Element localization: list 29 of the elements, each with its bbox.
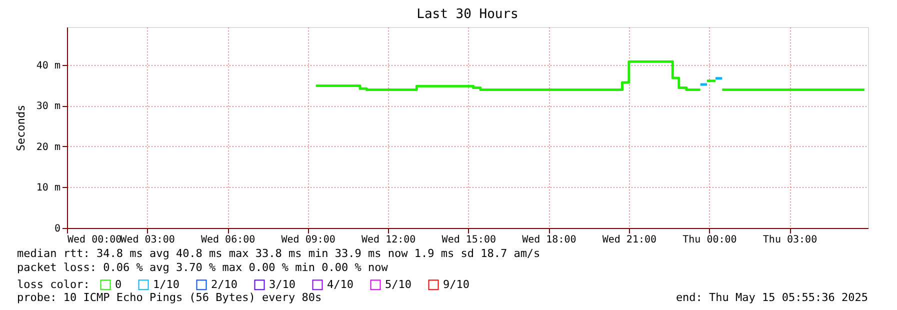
legend-label: 1/10	[153, 278, 180, 291]
y-tick-label: 40 m	[36, 60, 60, 72]
legend-title: loss color:	[17, 278, 90, 291]
legend-label: 3/10	[269, 278, 296, 291]
x-tick-label: Thu 00:00	[682, 234, 737, 246]
chart-title: Last 30 Hours	[416, 7, 518, 22]
legend-label: 2/10	[211, 278, 238, 291]
x-tick-label: Thu 03:00	[762, 234, 818, 246]
x-tick-label: Wed 12:00	[362, 234, 416, 246]
x-tick-label: Wed 06:00	[200, 234, 256, 246]
x-tick-label: Wed 09:00	[281, 234, 336, 246]
y-tick-label: 20 m	[36, 142, 60, 153]
x-tick-label: Wed 15:00	[442, 234, 496, 246]
text: median rtt: 34.8 ms avg 40.8 ms max 33.8 ms min 33.9 ms now 1.9 ms sd 18.7 am/s	[17, 247, 540, 260]
x-tick-label: Wed 03:00	[120, 234, 175, 246]
text: packet loss: 0.06 % avg 3.70 % max 0.00 % min 0.00 % now	[17, 261, 388, 274]
text: end: Thu May 15 05:55:36 2025	[676, 291, 868, 304]
y-tick-label: 10 m	[36, 182, 60, 194]
x-tick-label: Wed 00:00	[68, 234, 122, 246]
y-tick-label: 30 m	[36, 101, 60, 112]
y-axis-title: Seconds	[14, 104, 28, 152]
text: probe: 10 ICMP Echo Pings (56 Bytes) every 80s	[17, 291, 322, 304]
x-tick-label: Wed 18:00	[522, 234, 576, 246]
legend-label: 4/10	[327, 278, 354, 291]
x-tick-label: Wed 21:00	[602, 234, 657, 246]
y-tick-label: 0	[54, 224, 60, 234]
legend-label: 5/10	[385, 278, 412, 291]
legend-label: 9/10	[443, 278, 470, 291]
legend-label: 0	[115, 278, 122, 291]
